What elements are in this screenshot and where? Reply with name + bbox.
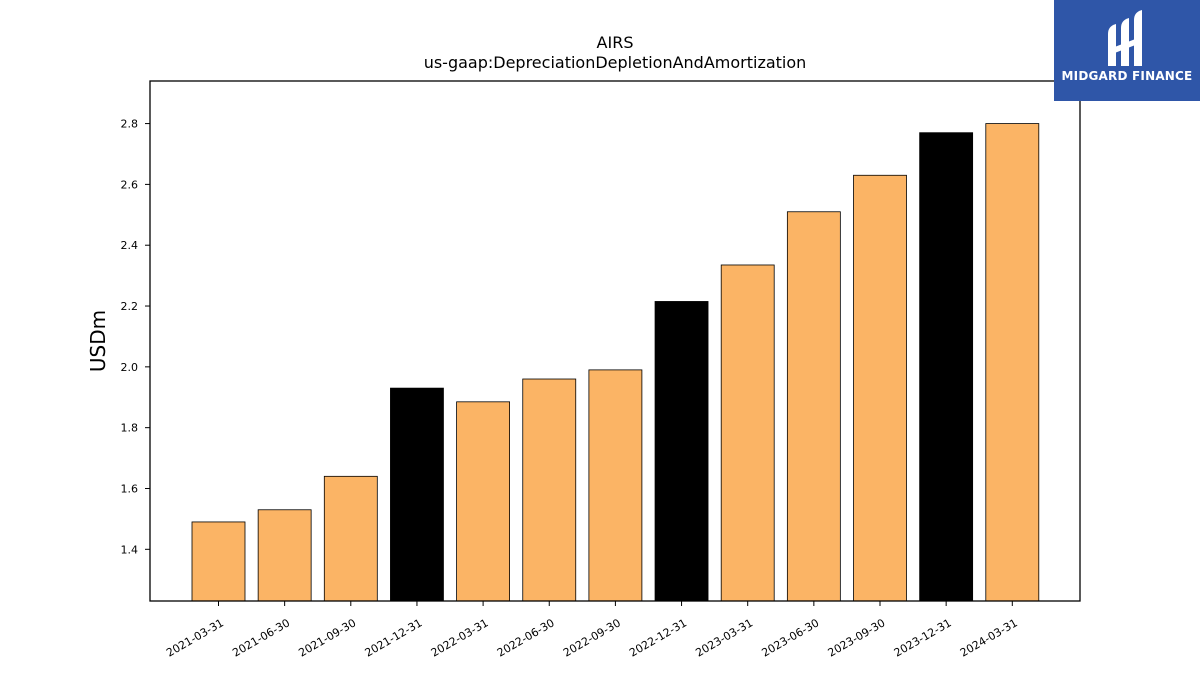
y-tick-label: 1.4 bbox=[121, 543, 139, 556]
logo-mark-icon bbox=[1108, 10, 1142, 66]
x-tick-label: 2021-06-30 bbox=[230, 616, 292, 659]
bar-2023-12-31 bbox=[919, 132, 974, 602]
bar-2021-09-30 bbox=[323, 475, 378, 602]
y-tick-label: 2.2 bbox=[121, 300, 139, 313]
x-tick-label: 2023-06-30 bbox=[759, 616, 821, 659]
x-tick-label: 2022-06-30 bbox=[495, 616, 557, 659]
y-tick-label: 1.6 bbox=[121, 482, 139, 495]
bar-2022-03-31 bbox=[456, 401, 511, 602]
x-axis-ticks: 2021-03-31 2021-06-30 2021-09-30 2021-12-31… bbox=[164, 601, 1020, 660]
plot-frame bbox=[149, 80, 1081, 602]
x-tick-label: 2022-12-31 bbox=[627, 616, 689, 659]
chart-title: AIRS bbox=[597, 33, 634, 52]
bar-2024-03-31 bbox=[985, 123, 1040, 602]
x-tick-label: 2023-09-30 bbox=[826, 616, 888, 659]
midgard-finance-logo: MIDGARD FINANCE bbox=[1054, 0, 1200, 101]
bar-2022-09-30 bbox=[588, 369, 643, 602]
x-tick-label: 2023-03-31 bbox=[693, 616, 755, 659]
y-tick-label: 2.6 bbox=[121, 178, 139, 191]
x-tick-label: 2023-12-31 bbox=[892, 616, 954, 659]
bars-group bbox=[191, 123, 1040, 602]
bar-2023-06-30 bbox=[786, 211, 841, 602]
bar-2021-06-30 bbox=[257, 509, 312, 602]
x-tick-label: 2021-03-31 bbox=[164, 616, 226, 659]
x-tick-label: 2021-09-30 bbox=[296, 616, 358, 659]
bar-2022-06-30 bbox=[522, 378, 577, 602]
y-tick-label: 2.8 bbox=[121, 118, 139, 131]
y-tick-label: 2.0 bbox=[121, 361, 139, 374]
chart-subtitle: us-gaap:DepreciationDepletionAndAmortiza… bbox=[424, 53, 807, 72]
x-tick-label: 2022-09-30 bbox=[561, 616, 623, 659]
logo-text: MIDGARD FINANCE bbox=[1061, 69, 1193, 83]
x-tick-label: 2021-12-31 bbox=[363, 616, 425, 659]
x-tick-label: 2024-03-31 bbox=[958, 616, 1020, 659]
bar-2021-12-31 bbox=[390, 387, 444, 602]
x-tick-label: 2022-03-31 bbox=[429, 616, 491, 659]
y-tick-label: 1.8 bbox=[121, 422, 139, 435]
y-axis-label: USDm bbox=[86, 310, 110, 372]
y-tick-label: 2.4 bbox=[121, 239, 139, 252]
bar-2023-03-31 bbox=[720, 264, 775, 602]
bar-2023-09-30 bbox=[853, 174, 907, 602]
bar-2022-12-31 bbox=[654, 301, 709, 602]
y-axis-ticks: 1.4 1.6 1.8 2.0 2.2 2.4 2.6 2.8 bbox=[121, 118, 150, 556]
bar-2021-03-31 bbox=[191, 521, 246, 602]
